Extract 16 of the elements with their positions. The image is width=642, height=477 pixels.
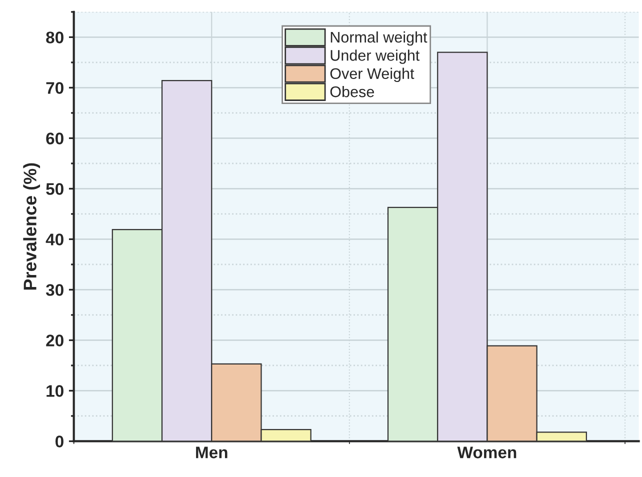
y-tick-label: 40	[46, 234, 64, 246]
y-tick-label: 10	[46, 385, 64, 397]
y-tick-label: 70	[46, 82, 64, 94]
y-tick-label: 50	[46, 183, 64, 195]
x-tick-label: Women	[457, 446, 516, 458]
legend-label: Under weight	[330, 50, 420, 64]
y-tick-label: 20	[46, 334, 64, 346]
legend-label: Obese	[330, 86, 374, 98]
y-axis-title: Prevalence (%)	[23, 163, 40, 290]
y-tick-label: 80	[46, 32, 64, 44]
y-tick-label: 30	[46, 284, 64, 296]
legend-label: Normal weight	[330, 31, 428, 46]
y-tick-label: 0	[56, 436, 64, 448]
y-tick-label: 60	[46, 132, 64, 144]
legend-label: Over Weight	[330, 68, 414, 82]
x-tick-label: Men	[196, 446, 228, 458]
